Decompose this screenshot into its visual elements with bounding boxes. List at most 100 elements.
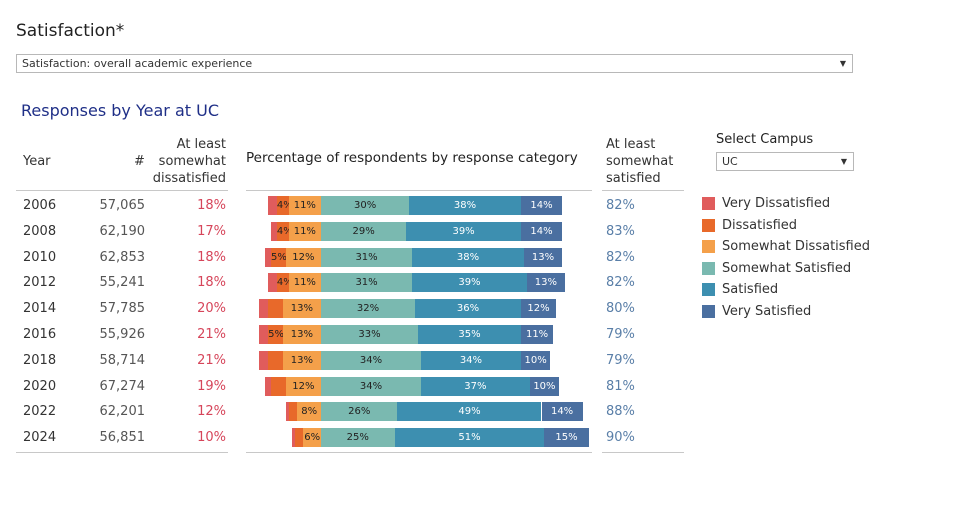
table-row: 2008 62,190 17% 83% 4%11%29%39%14% — [0, 219, 700, 245]
bar-segment-very-dissatisfied[interactable] — [259, 325, 269, 344]
bar-segment-very-dissatisfied[interactable] — [259, 299, 269, 319]
bar-segment-dissatisfied[interactable] — [271, 376, 286, 396]
year-cell: 2016 — [23, 327, 57, 342]
table-row: 2014 57,785 20% 80% 13% 32% 36% 12% — [0, 296, 700, 322]
dissatisfied-pct-cell: 21% — [197, 352, 226, 368]
bar-segment-somewhat-dissatisfied[interactable]: 8% — [297, 402, 321, 422]
bar-segment-very-satisfied[interactable]: 15% — [544, 428, 589, 448]
bar-segment-somewhat-satisfied[interactable]: 29% — [321, 221, 407, 241]
bar-segment-satisfied[interactable]: 51% — [394, 428, 545, 448]
table-row: 2016 55,926 21% 79% 5% 13% 33% 35% 11% — [0, 322, 700, 348]
bar-segment-dissatisfied[interactable]: 5% — [271, 247, 286, 267]
bar-segment-somewhat-dissatisfied[interactable]: 12% — [285, 247, 321, 267]
bar-segment-very-dissatisfied[interactable] — [265, 376, 271, 396]
count-cell: 58,714 — [99, 352, 146, 368]
bar-segment-somewhat-dissatisfied[interactable]: 11% — [288, 196, 321, 215]
legend-item[interactable]: Satisfied — [702, 281, 902, 299]
dissatisfied-pct-cell: 17% — [197, 223, 226, 239]
bar-segment-somewhat-satisfied[interactable]: 34% — [321, 376, 421, 396]
legend-item[interactable]: Very Dissatisfied — [702, 195, 902, 213]
bar-segment-very-satisfied[interactable]: 14% — [520, 196, 563, 215]
count-cell: 62,190 — [99, 223, 146, 239]
bar-segment-satisfied[interactable]: 36% — [415, 299, 521, 319]
bar-segment-very-dissatisfied[interactable] — [268, 196, 277, 215]
bar-segment-dissatisfied[interactable]: 4% — [276, 196, 289, 215]
count-cell: 67,274 — [99, 378, 146, 394]
bar-segment-somewhat-satisfied[interactable]: 25% — [321, 428, 395, 448]
bar-segment-satisfied[interactable]: 39% — [412, 273, 527, 293]
satisfied-pct-cell: 82% — [606, 275, 635, 291]
header-divider-right — [602, 190, 684, 191]
satisfied-pct-cell: 83% — [606, 223, 635, 239]
legend-item[interactable]: Dissatisfied — [702, 217, 902, 235]
count-cell: 62,853 — [99, 249, 146, 265]
legend-item[interactable]: Very Satisfied — [702, 303, 902, 321]
count-cell: 57,065 — [99, 198, 146, 213]
dissatisfied-pct-cell: 10% — [197, 430, 226, 446]
bar-segment-somewhat-satisfied[interactable]: 33% — [321, 325, 419, 344]
bar-segment-somewhat-satisfied[interactable]: 26% — [321, 402, 398, 422]
bar-segment-satisfied[interactable]: 49% — [397, 402, 542, 422]
bar-segment-somewhat-satisfied[interactable]: 32% — [321, 299, 416, 319]
bar-segment-satisfied[interactable]: 38% — [409, 196, 521, 215]
year-cell: 2020 — [23, 378, 57, 394]
bar-segment-dissatisfied[interactable]: 4% — [276, 273, 289, 293]
bar-segment-somewhat-dissatisfied[interactable]: 11% — [288, 221, 321, 241]
bar-segment-very-satisfied[interactable]: 11% — [520, 325, 554, 344]
bar-segment-very-dissatisfied[interactable] — [285, 402, 289, 422]
bar-segment-dissatisfied[interactable]: 5% — [268, 325, 283, 344]
dropdown-arrow-icon: ▼ — [840, 157, 847, 166]
bar-segment-satisfied[interactable]: 39% — [406, 221, 521, 241]
bar-segment-somewhat-dissatisfied[interactable]: 11% — [288, 273, 321, 293]
bar-segment-somewhat-satisfied[interactable]: 31% — [321, 247, 413, 267]
page-title: Satisfaction* — [16, 21, 125, 41]
header-line: dissatisfied — [152, 171, 226, 186]
bar-segment-very-satisfied[interactable]: 10% — [520, 350, 551, 370]
bar-segment-very-dissatisfied[interactable] — [291, 428, 295, 448]
legend-swatch — [702, 261, 715, 275]
bar-segment-very-dissatisfied[interactable] — [271, 221, 277, 241]
bar-segment-somewhat-dissatisfied[interactable]: 13% — [282, 350, 321, 370]
bar-segment-somewhat-dissatisfied[interactable]: 13% — [282, 299, 321, 319]
bar-segment-very-satisfied[interactable]: 12% — [520, 299, 557, 319]
bar-segment-very-dissatisfied[interactable] — [259, 350, 269, 370]
year-cell: 2024 — [23, 430, 57, 446]
dissatisfied-pct-cell: 21% — [197, 327, 226, 342]
bar-segment-very-satisfied[interactable]: 13% — [523, 247, 563, 267]
bar-segment-dissatisfied[interactable] — [268, 299, 283, 319]
bar-segment-somewhat-satisfied[interactable]: 30% — [321, 196, 410, 215]
bar-segment-somewhat-satisfied[interactable]: 34% — [321, 350, 421, 370]
measure-dropdown[interactable]: Satisfaction: overall academic experienc… — [16, 54, 853, 73]
chart-title: Percentage of respondents by response ca… — [246, 150, 578, 166]
bar-segment-satisfied[interactable]: 37% — [420, 376, 530, 396]
header-divider-chart — [246, 190, 592, 191]
bar-segment-satisfied[interactable]: 38% — [412, 247, 524, 267]
bar-segment-satisfied[interactable]: 34% — [420, 350, 521, 370]
bar-segment-very-dissatisfied[interactable] — [268, 273, 277, 293]
bar-segment-very-satisfied[interactable]: 10% — [529, 376, 560, 396]
satisfied-pct-cell: 79% — [606, 352, 635, 368]
dropdown-arrow-icon: ▼ — [839, 59, 846, 68]
bar-segment-very-dissatisfied[interactable] — [265, 247, 271, 267]
bar-segment-somewhat-dissatisfied[interactable]: 6% — [303, 428, 321, 448]
bar-segment-dissatisfied[interactable]: 4% — [276, 221, 289, 241]
bar-segment-somewhat-satisfied[interactable]: 31% — [321, 273, 413, 293]
measure-dropdown-value: Satisfaction: overall academic experienc… — [22, 57, 253, 70]
bar-segment-very-satisfied[interactable]: 14% — [520, 221, 563, 241]
bar-segment-satisfied[interactable]: 35% — [418, 325, 521, 344]
campus-select[interactable]: UC ▼ — [716, 152, 854, 171]
legend-item[interactable]: Somewhat Satisfied — [702, 260, 902, 278]
section-title: Responses by Year at UC — [21, 101, 219, 120]
table-row: 2024 56,851 10% 90% 6% 25% 51% 15% — [0, 425, 700, 451]
bar-segment-somewhat-dissatisfied[interactable]: 13% — [282, 325, 321, 344]
bar-segment-dissatisfied[interactable] — [288, 402, 298, 422]
bar-segment-very-satisfied[interactable]: 14% — [541, 402, 583, 422]
bar-segment-very-satisfied[interactable]: 13% — [526, 273, 566, 293]
bar-segment-somewhat-dissatisfied[interactable]: 12% — [285, 376, 321, 396]
bar-segment-dissatisfied[interactable] — [294, 428, 304, 448]
dissatisfied-pct-cell: 12% — [197, 404, 226, 420]
header-divider-left — [16, 190, 228, 191]
bar-segment-dissatisfied[interactable] — [268, 350, 283, 370]
legend-item[interactable]: Somewhat Dissatisfied — [702, 238, 902, 256]
dissatisfied-pct-cell: 18% — [197, 198, 226, 213]
